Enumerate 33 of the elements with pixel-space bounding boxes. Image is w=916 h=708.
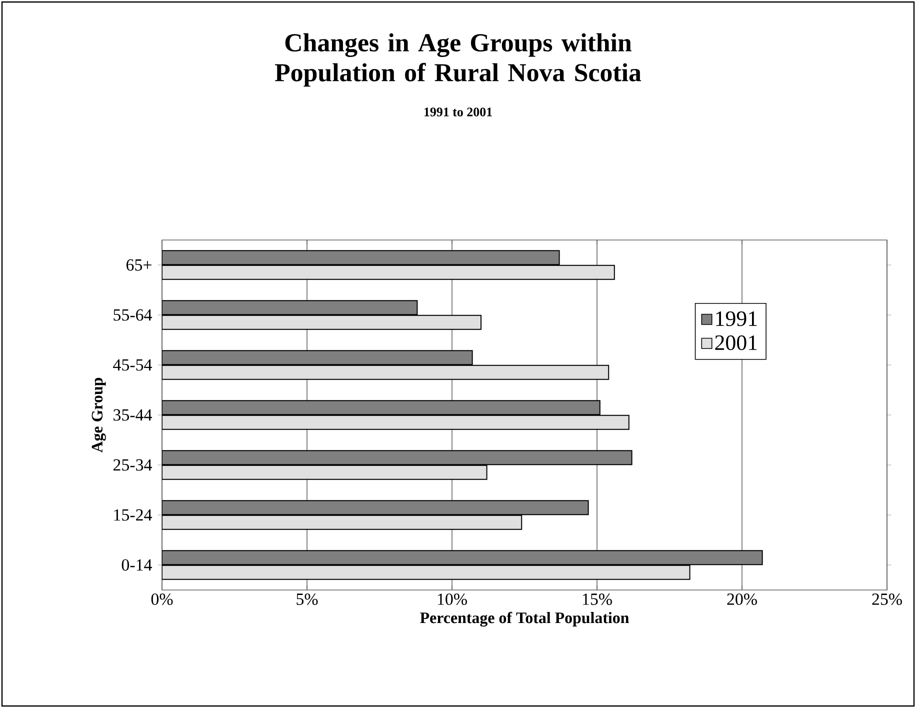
bar [162, 350, 473, 366]
bar [162, 464, 488, 480]
x-tick-label: 0% [151, 594, 173, 605]
x-tick-label: 10% [438, 594, 467, 605]
bar [162, 550, 763, 566]
bar [162, 514, 522, 530]
x-axis-title: Percentage of Total Population [420, 612, 629, 627]
bar [162, 314, 482, 330]
bar [162, 500, 589, 516]
y-tick-label: 45-54 [113, 359, 152, 371]
y-tick-label: 0-14 [122, 559, 152, 571]
bar [162, 364, 610, 380]
bar [162, 264, 615, 280]
bar [162, 400, 600, 416]
y-tick-label: 55-64 [114, 309, 152, 321]
x-tick-label: 20% [727, 594, 757, 605]
bar [162, 414, 630, 430]
x-tick-label: 15% [582, 594, 612, 605]
bar [162, 450, 632, 466]
y-axis-title: Age Group [92, 378, 106, 453]
chart-title: Changes in Age Groups within Population of Rural Nova Scotia [274, 33, 642, 87]
x-tick-label: 5% [296, 594, 318, 605]
x-tick-label: 25% [872, 594, 902, 605]
y-tick-label: 15-24 [114, 509, 152, 521]
y-tick-label: 35-44 [114, 409, 152, 421]
y-tick-label: 25-34 [113, 459, 152, 471]
bar [162, 564, 690, 580]
bar [162, 300, 418, 316]
bar [162, 250, 560, 266]
legend-label: 2001 [715, 335, 757, 350]
chart-subtitle: 1991 to 2001 [424, 108, 492, 116]
y-tick-label: 65+ [126, 259, 152, 271]
legend-label: 1991 [716, 311, 757, 326]
